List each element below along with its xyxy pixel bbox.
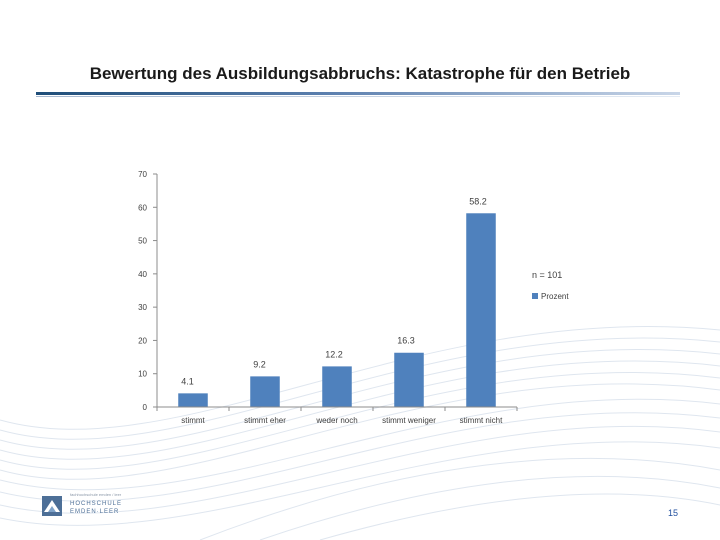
x-tick-label: stimmt weniger: [382, 416, 436, 425]
x-axis: stimmt stimmt eher weder noch stimmt wenige…: [156, 406, 518, 425]
bar: [466, 213, 496, 407]
slide-title: Bewertung des Ausbildungsabbruchs: Katas…: [89, 64, 631, 83]
x-tick-label: stimmt nicht: [460, 416, 503, 425]
y-tick-label: 0: [143, 403, 148, 412]
legend-swatch: [532, 293, 538, 299]
y-axis: 0 10 20 30 40 50 60 70: [138, 170, 158, 412]
legend-title: n = 101: [532, 270, 562, 280]
bar: [322, 366, 352, 407]
title-underline-secondary: [36, 96, 680, 97]
y-tick-label: 10: [138, 370, 147, 379]
x-tick-label: stimmt eher: [244, 416, 286, 425]
university-logo: fachhochschule emden / leer HOCHSCHULE E…: [42, 492, 132, 522]
y-tick-label: 70: [138, 170, 147, 179]
y-tick-label: 30: [138, 303, 147, 312]
legend: n = 101 Prozent: [532, 270, 569, 301]
data-label: 16.3: [397, 336, 415, 346]
logo-tagline: fachhochschule emden / leer: [70, 492, 122, 497]
x-tick-label: weder noch: [315, 416, 357, 425]
page-number: 15: [668, 508, 679, 518]
data-labels: 4.1 9.2 12.2 16.3 58.2: [181, 196, 487, 386]
y-tick-label: 50: [138, 237, 147, 246]
bar: [178, 393, 208, 407]
y-tick-label: 40: [138, 270, 147, 279]
data-label: 4.1: [181, 376, 194, 386]
logo-text-line1: HOCHSCHULE: [70, 501, 123, 507]
title-underline: [36, 92, 680, 95]
y-tick-label: 60: [138, 203, 147, 212]
legend-entry: Prozent: [541, 292, 569, 301]
bar: [394, 352, 424, 407]
logo-mark-icon: [42, 496, 62, 516]
data-label: 12.2: [325, 349, 343, 359]
bars: [178, 213, 496, 407]
data-label: 58.2: [469, 196, 487, 206]
data-label: 9.2: [253, 359, 266, 369]
x-tick-label: stimmt: [181, 416, 205, 425]
y-tick-label: 20: [138, 336, 147, 345]
logo-text-line2: EMDEN·LEER: [70, 509, 120, 515]
bar: [250, 376, 280, 407]
